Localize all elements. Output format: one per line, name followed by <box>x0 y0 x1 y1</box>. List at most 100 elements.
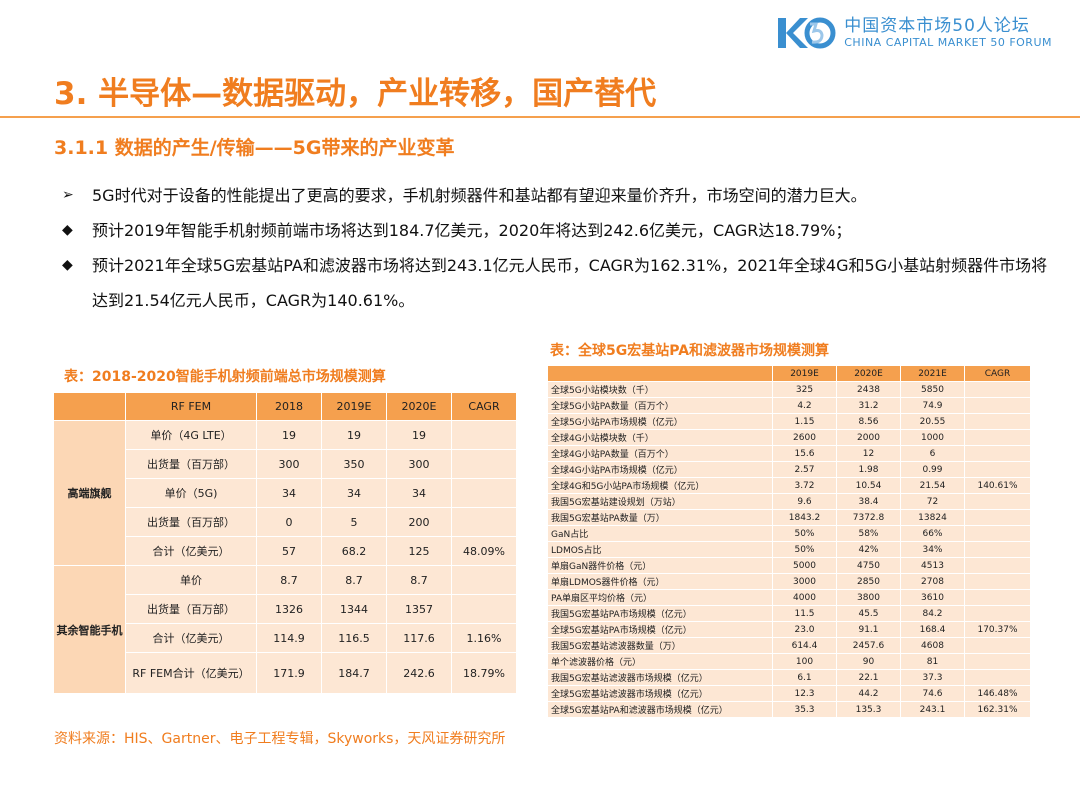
table-cell <box>964 525 1031 542</box>
row-label: 全球5G小站PA数量（百万个） <box>547 397 773 414</box>
title-divider <box>0 116 1080 118</box>
table-cell: 13824 <box>900 509 965 526</box>
table-header-cell: CAGR <box>451 392 517 421</box>
table-cell: 5000 <box>772 557 837 574</box>
table-row: 全球4G小站PA数量（百万个） 15.6 12 6 <box>547 445 1031 462</box>
table-cell: 34 <box>256 478 322 508</box>
table-cell: 1326 <box>256 594 322 624</box>
diamond-bullet-icon: ◆ <box>62 222 73 238</box>
table-cell: 2438 <box>836 381 901 398</box>
table-cell: 81 <box>900 653 965 670</box>
row-label: 单价（4G LTE） <box>125 420 257 450</box>
table-cell <box>451 449 517 479</box>
table-cell <box>451 565 517 595</box>
row-label: 全球4G和5G小站PA市场规模（亿元） <box>547 477 773 494</box>
row-label: 我国5G宏基站建设规划（万站） <box>547 493 773 510</box>
bullet-item: ◆ 预计2021年全球5G宏基站PA和滤波器市场将达到243.1亿元人民币，CA… <box>62 248 1052 318</box>
row-label: 出货量（百万部） <box>125 594 257 624</box>
table-cell: 6.1 <box>772 669 837 686</box>
table-cell: 66% <box>900 525 965 542</box>
table-cell <box>964 589 1031 606</box>
table-cell: 12.3 <box>772 685 837 702</box>
table-cell: 5 <box>321 507 387 537</box>
table-row: 单个滤波器价格（元） 100 90 81 <box>547 653 1031 670</box>
table-row: 单扇GaN器件价格（元） 5000 4750 4513 <box>547 557 1031 574</box>
table-cell: 10.54 <box>836 477 901 494</box>
logo-english-name: CHINA CAPITAL MARKET 50 FORUM <box>844 36 1052 49</box>
table-cell: 68.2 <box>321 536 387 566</box>
table-cell: 4.2 <box>772 397 837 414</box>
table-cell <box>964 413 1031 430</box>
table-header-cell: 2021E <box>900 365 965 382</box>
table-header-cell: RF FEM <box>125 392 257 421</box>
table-row: 全球4G和5G小站PA市场规模（亿元） 3.72 10.54 21.54 140.61% <box>547 477 1031 494</box>
table-cell: 184.7 <box>321 652 387 694</box>
bullet-text: 预计2019年智能手机射频前端市场将达到184.7亿美元，2020年将达到242… <box>92 221 852 240</box>
table-header-cell <box>53 392 126 421</box>
row-label: 我国5G宏基站滤波器市场规模（亿元） <box>547 669 773 686</box>
table-row: 我国5G宏基站滤波器市场规模（亿元） 6.1 22.1 37.3 <box>547 669 1031 686</box>
table-cell: 140.61% <box>964 477 1031 494</box>
table-cell <box>451 594 517 624</box>
row-label: 全球4G小站PA数量（百万个） <box>547 445 773 462</box>
table-cell: 34 <box>386 478 452 508</box>
table-cell: 162.31% <box>964 701 1031 718</box>
table-cell: 8.7 <box>321 565 387 595</box>
table-cell: 1344 <box>321 594 387 624</box>
table-row: 单扇LDMOS器件价格（元） 3000 2850 2708 <box>547 573 1031 590</box>
table-cell: 44.2 <box>836 685 901 702</box>
group-label-flagship: 高端旗舰 <box>53 420 126 566</box>
table-cell: 38.4 <box>836 493 901 510</box>
table-cell: 19 <box>386 420 452 450</box>
table-cell: 2600 <box>772 429 837 446</box>
row-label: 我国5G宏基站滤波器数量（万） <box>547 637 773 654</box>
table-cell: 0 <box>256 507 322 537</box>
table-cell: 35.3 <box>772 701 837 718</box>
table-header-cell: 2020E <box>386 392 452 421</box>
table-cell: 74.6 <box>900 685 965 702</box>
table-cell: 0.99 <box>900 461 965 478</box>
table-cell: 22.1 <box>836 669 901 686</box>
table-row: RF FEM合计（亿美元） 171.9 184.7 242.6 18.79% <box>54 652 517 694</box>
table-row: 合计（亿美元） 114.9 116.5 117.6 1.16% <box>54 623 517 653</box>
row-label: 出货量（百万部） <box>125 507 257 537</box>
row-label: 单扇GaN器件价格（元） <box>547 557 773 574</box>
table-row: 其余智能手机 单价 8.7 8.7 8.7 <box>53 565 517 694</box>
table-row: 高端旗舰 单价（4G LTE） 19 19 19 <box>53 420 517 566</box>
table-cell: 2850 <box>836 573 901 590</box>
table-header-cell: 2020E <box>836 365 901 382</box>
table-cell <box>451 507 517 537</box>
table-row: 出货量（百万部） 0 5 200 <box>54 507 517 537</box>
table-row: 全球5G小站PA市场规模（亿元） 1.15 8.56 20.55 <box>547 413 1031 430</box>
table-cell: 34 <box>321 478 387 508</box>
table-cell: 19 <box>321 420 387 450</box>
row-label: 全球5G宏基站滤波器市场规模（亿元） <box>547 685 773 702</box>
table-cell: 6 <box>900 445 965 462</box>
table-row: 出货量（百万部） 300 350 300 <box>54 449 517 479</box>
row-label: 单价（5G) <box>125 478 257 508</box>
table-cell <box>964 637 1031 654</box>
table-cell <box>964 509 1031 526</box>
table-cell: 18.79% <box>451 652 517 694</box>
table-cell <box>964 429 1031 446</box>
table-row: 全球5G宏基站滤波器市场规模（亿元） 12.3 44.2 74.6 146.48% <box>547 685 1031 702</box>
page-title: 3. 半导体—数据驱动，产业转移，国产替代 <box>54 76 657 112</box>
row-label: 出货量（百万部） <box>125 449 257 479</box>
diamond-bullet-icon: ◆ <box>62 257 73 273</box>
row-label: 单价 <box>125 565 257 595</box>
table-cell: 84.2 <box>900 605 965 622</box>
base-station-table: 2019E 2020E 2021E CAGR 全球5G小站模块数（千） 325 24… <box>547 365 1031 718</box>
table-cell <box>964 445 1031 462</box>
table-cell: 4000 <box>772 589 837 606</box>
table-cell: 50% <box>772 541 837 558</box>
table-cell: 3.72 <box>772 477 837 494</box>
table-cell: 171.9 <box>256 652 322 694</box>
table-cell: 1.98 <box>836 461 901 478</box>
table-cell: 19 <box>256 420 322 450</box>
table-cell: 350 <box>321 449 387 479</box>
bullet-item: ◆ 预计2019年智能手机射频前端市场将达到184.7亿美元，2020年将达到2… <box>62 213 1052 248</box>
table-cell <box>964 573 1031 590</box>
table-cell: 8.7 <box>386 565 452 595</box>
rf-fem-table: RF FEM 2018 2019E 2020E CAGR 高端旗舰 单价（4G … <box>53 392 517 694</box>
table-cell: 48.09% <box>451 536 517 566</box>
